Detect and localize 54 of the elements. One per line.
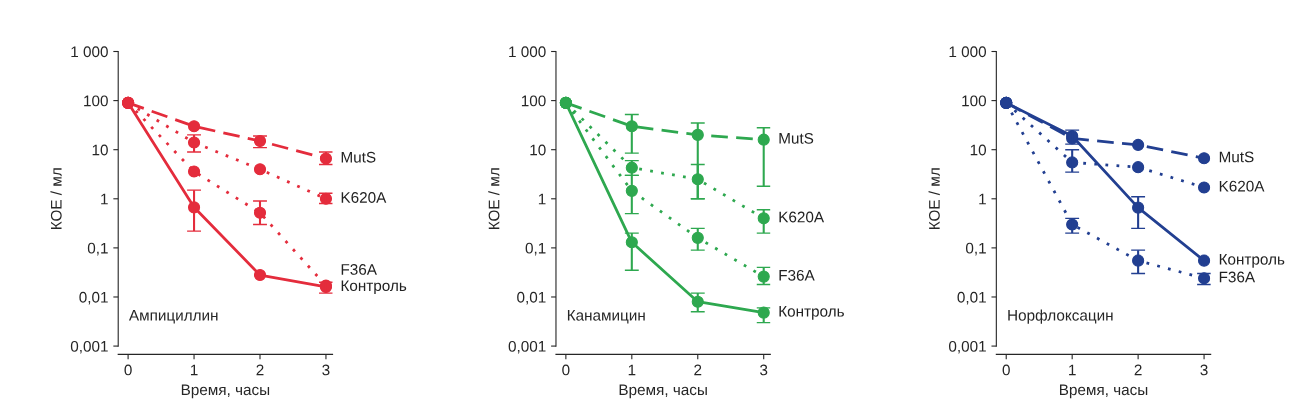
x-tick-label: 1 xyxy=(1069,364,1076,376)
text: Норфлоксацин xyxy=(1008,309,1113,324)
series-label: MutS xyxy=(779,132,814,144)
y-tick-label: 0,001 xyxy=(948,340,986,354)
series-label: F36A xyxy=(779,269,815,281)
series-label: K620A xyxy=(779,211,825,223)
y-tick-label: 1 xyxy=(979,193,986,205)
x-tick-label: 1 xyxy=(628,364,636,376)
y-tick-label: 0,1 xyxy=(965,242,986,256)
y-tick-label: 1 xyxy=(101,193,108,205)
x-axis-title: Время, часы xyxy=(619,384,707,399)
series-label: F36A xyxy=(1219,271,1256,283)
y-tick-label: 0,001 xyxy=(508,340,546,354)
y-tick-label: 0,01 xyxy=(517,291,546,305)
y-axis-title: КОЕ / мл xyxy=(488,168,500,230)
x-tick-label: 3 xyxy=(760,364,768,376)
series-label: F36A xyxy=(341,264,377,275)
x-tick-label: 0 xyxy=(1002,364,1010,376)
x-tick-label: 2 xyxy=(256,364,264,376)
text: Канамицин xyxy=(567,310,645,324)
x-tick-label: 1 xyxy=(190,364,198,376)
y-tick-label: 100 xyxy=(962,95,987,107)
series-label: MutS xyxy=(1219,151,1254,163)
y-tick-label: 10 xyxy=(530,144,546,156)
x-axis-title: Время, часы xyxy=(1059,384,1148,399)
series-label: Контроль xyxy=(341,280,407,295)
x-tick-label: 0 xyxy=(124,364,132,376)
y-tick-label: 1 000 xyxy=(509,46,546,58)
y-tick-label: 1 000 xyxy=(71,46,108,58)
y-tick-label: 0,01 xyxy=(79,291,108,305)
x-tick-label: 2 xyxy=(1134,364,1142,376)
y-tick-label: 0,1 xyxy=(525,242,546,256)
x-tick-label: 3 xyxy=(1200,364,1208,376)
x-tick-label: 3 xyxy=(322,364,330,376)
y-tick-label: 10 xyxy=(970,144,987,156)
y-tick-label: 100 xyxy=(84,95,108,107)
y-tick-label: 100 xyxy=(521,95,546,107)
x-tick-label: 0 xyxy=(562,364,570,376)
series-label: MutS xyxy=(341,151,376,163)
y-tick-label: 0,01 xyxy=(957,291,986,305)
y-tick-label: 1 000 xyxy=(949,46,987,58)
x-axis-title: Время, часы xyxy=(181,384,270,399)
x-tick-label: 2 xyxy=(694,364,702,376)
text: Ампициллин xyxy=(128,310,218,324)
series-label: Контроль xyxy=(779,306,844,320)
y-tick-label: 0,001 xyxy=(70,340,108,354)
series-label: K620A xyxy=(1219,180,1265,192)
y-tick-label: 1 xyxy=(538,193,546,205)
series-label: K620A xyxy=(341,192,387,203)
y-axis-title: КОЕ / мл xyxy=(928,168,940,230)
y-axis-title: КОЕ / мл xyxy=(50,168,62,230)
y-tick-label: 10 xyxy=(92,144,108,156)
series-label: Контроль xyxy=(1219,254,1285,268)
y-tick-label: 0,1 xyxy=(87,242,108,256)
